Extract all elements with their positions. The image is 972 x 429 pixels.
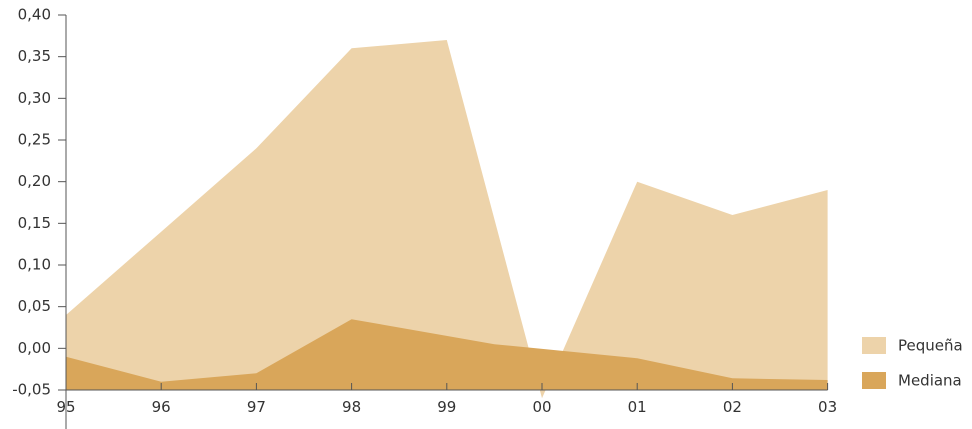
x-tick-label: 00 bbox=[532, 398, 551, 416]
y-tick-label: 0,30 bbox=[18, 89, 51, 107]
x-tick-label: 98 bbox=[342, 398, 361, 416]
x-tick-label: 03 bbox=[818, 398, 837, 416]
x-tick-label: 97 bbox=[247, 398, 266, 416]
legend-label: Pequeña bbox=[898, 337, 963, 355]
x-axis: 95 96 97 98 99 00 01 02 03 bbox=[56, 383, 837, 416]
x-tick-label: 01 bbox=[628, 398, 647, 416]
y-tick-label: 0,15 bbox=[18, 214, 51, 232]
series-areas bbox=[66, 40, 828, 399]
y-tick-label: -0,05 bbox=[12, 381, 51, 399]
legend-swatch-mediana bbox=[862, 372, 886, 389]
y-axis: 0,40 0,35 0,30 0,25 0,20 0,15 0,10 0,05 0,00 -0,0… bbox=[12, 6, 67, 429]
legend-label: Mediana bbox=[898, 372, 962, 390]
legend: Pequeña Mediana bbox=[862, 337, 963, 390]
y-tick-label: 0,35 bbox=[18, 47, 51, 65]
x-tick-label: 02 bbox=[723, 398, 742, 416]
series-area-peque-a bbox=[66, 40, 828, 399]
x-tick-label: 95 bbox=[56, 398, 75, 416]
series-area-mediana bbox=[66, 319, 828, 390]
y-tick-label: 0,40 bbox=[18, 6, 51, 24]
y-tick-label: 0,05 bbox=[18, 297, 51, 315]
x-tick-label: 96 bbox=[152, 398, 171, 416]
y-tick-label: 0,20 bbox=[18, 172, 51, 190]
x-tick-label: 99 bbox=[437, 398, 456, 416]
legend-swatch-peque-a bbox=[862, 337, 886, 354]
y-tick-label: 0,10 bbox=[18, 256, 51, 274]
y-tick-label: 0,00 bbox=[18, 339, 51, 357]
y-tick-label: 0,25 bbox=[18, 131, 51, 149]
